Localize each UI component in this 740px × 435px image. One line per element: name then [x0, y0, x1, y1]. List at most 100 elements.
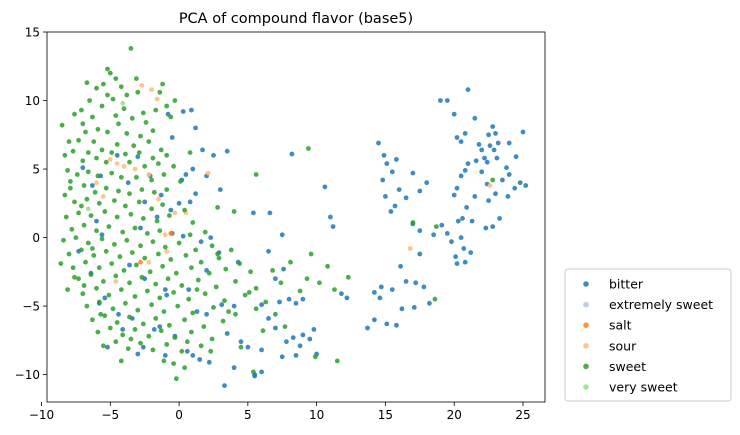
point-sweet: [216, 255, 222, 261]
point-sweet: [332, 287, 337, 292]
point-bitter: [472, 194, 478, 199]
point-bitter: [384, 161, 390, 167]
point-bitter: [307, 336, 313, 342]
point-sweet: [172, 335, 178, 340]
point-sweet: [87, 98, 92, 103]
point-sweet: [139, 187, 145, 193]
legend-marker: [583, 343, 589, 349]
point-bitter: [520, 129, 526, 135]
point-sweet: [110, 306, 116, 312]
point-sweet: [143, 120, 149, 125]
point-bitter: [190, 353, 196, 358]
point-bitter: [453, 254, 458, 260]
point-bitter: [494, 155, 500, 161]
point-very-sweet: [85, 206, 91, 212]
point-bitter: [417, 251, 423, 257]
x-tick-label: 10: [309, 408, 324, 422]
point-sweet: [263, 299, 269, 305]
point-bitter: [211, 152, 216, 158]
point-bitter: [154, 214, 160, 220]
point-sweet: [153, 107, 159, 113]
point-sweet: [99, 236, 105, 242]
point-bitter: [472, 115, 478, 121]
point-sweet: [85, 169, 91, 175]
point-sweet: [90, 114, 95, 120]
point-bitter: [465, 161, 471, 167]
point-sweet: [308, 251, 314, 257]
point-bitter: [482, 155, 487, 161]
point-bitter: [114, 152, 120, 158]
point-sweet: [80, 291, 86, 297]
point-bitter: [273, 325, 278, 331]
point-sweet: [178, 179, 183, 184]
point-bitter: [164, 292, 170, 298]
point-sweet: [190, 310, 196, 316]
point-salt: [168, 231, 174, 236]
point-bitter: [162, 287, 168, 292]
point-bitter: [279, 232, 285, 238]
point-bitter: [411, 305, 417, 310]
point-bitter: [277, 299, 282, 305]
point-sweet: [128, 46, 134, 51]
legend-label: sour: [609, 338, 637, 353]
point-sweet: [432, 296, 438, 302]
point-sweet: [202, 229, 208, 235]
point-bitter: [444, 231, 450, 236]
point-sweet: [238, 344, 244, 350]
legend-marker: [583, 363, 589, 370]
point-sour: [164, 248, 170, 254]
point-sweet: [312, 354, 318, 360]
point-sweet: [134, 262, 139, 268]
point-sweet: [288, 259, 293, 265]
point-sweet: [334, 358, 340, 364]
point-sweet: [103, 185, 109, 191]
point-sweet: [124, 92, 130, 98]
point-sweet: [105, 129, 110, 135]
point-sweet: [118, 287, 124, 292]
point-sweet: [164, 187, 170, 193]
point-sweet: [140, 216, 146, 221]
point-sweet: [273, 311, 278, 317]
point-sweet: [260, 328, 266, 334]
point-bitter: [449, 239, 454, 245]
point-sweet: [110, 96, 116, 102]
point-bitter: [410, 170, 416, 176]
point-sweet: [106, 292, 112, 298]
point-bitter: [183, 172, 189, 177]
point-sweet: [69, 226, 75, 232]
point-sweet: [80, 121, 86, 127]
point-sweet: [81, 183, 87, 188]
point-sour: [146, 259, 152, 265]
point-sweet: [161, 309, 167, 314]
point-sweet: [99, 147, 105, 153]
point-bitter: [259, 369, 264, 375]
point-bitter: [372, 290, 377, 295]
point-sweet: [58, 261, 64, 266]
point-sweet: [131, 143, 137, 149]
point-sweet: [59, 122, 65, 128]
y-axis: −10 −5 0 5 10 15: [15, 26, 47, 382]
point-bitter: [204, 311, 210, 317]
point-sweet: [306, 146, 311, 151]
point-sweet: [95, 173, 101, 179]
point-sweet: [132, 225, 138, 231]
point-bitter: [462, 168, 468, 173]
point-bitter: [506, 140, 512, 146]
point-sweet: [120, 332, 126, 338]
point-sweet: [101, 279, 106, 284]
y-tick-label: 0: [32, 231, 40, 245]
point-bitter: [388, 209, 394, 214]
legend-marker: [583, 384, 589, 390]
point-sweet: [142, 255, 148, 261]
point-sweet: [117, 254, 123, 260]
point-bitter: [267, 210, 273, 216]
point-sweet: [251, 369, 256, 375]
point-sweet: [209, 336, 215, 342]
point-bitter: [238, 339, 244, 345]
point-sweet: [84, 80, 90, 86]
point-bitter: [383, 194, 388, 199]
point-sweet: [103, 159, 109, 165]
point-sweet: [233, 279, 238, 284]
point-sweet: [129, 115, 135, 121]
point-bitter: [290, 335, 296, 340]
